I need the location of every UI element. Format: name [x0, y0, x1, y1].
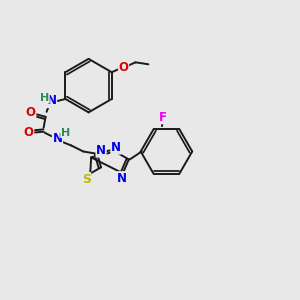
Text: O: O	[118, 61, 129, 74]
Text: N: N	[52, 132, 62, 145]
Text: N: N	[96, 144, 106, 157]
Text: N: N	[117, 172, 127, 185]
Text: S: S	[82, 173, 91, 186]
Text: N: N	[111, 141, 121, 154]
Text: O: O	[24, 126, 34, 139]
Text: H: H	[61, 128, 70, 138]
Text: O: O	[26, 106, 36, 119]
Text: N: N	[46, 94, 56, 107]
Text: F: F	[159, 111, 167, 124]
Text: H: H	[40, 93, 49, 103]
